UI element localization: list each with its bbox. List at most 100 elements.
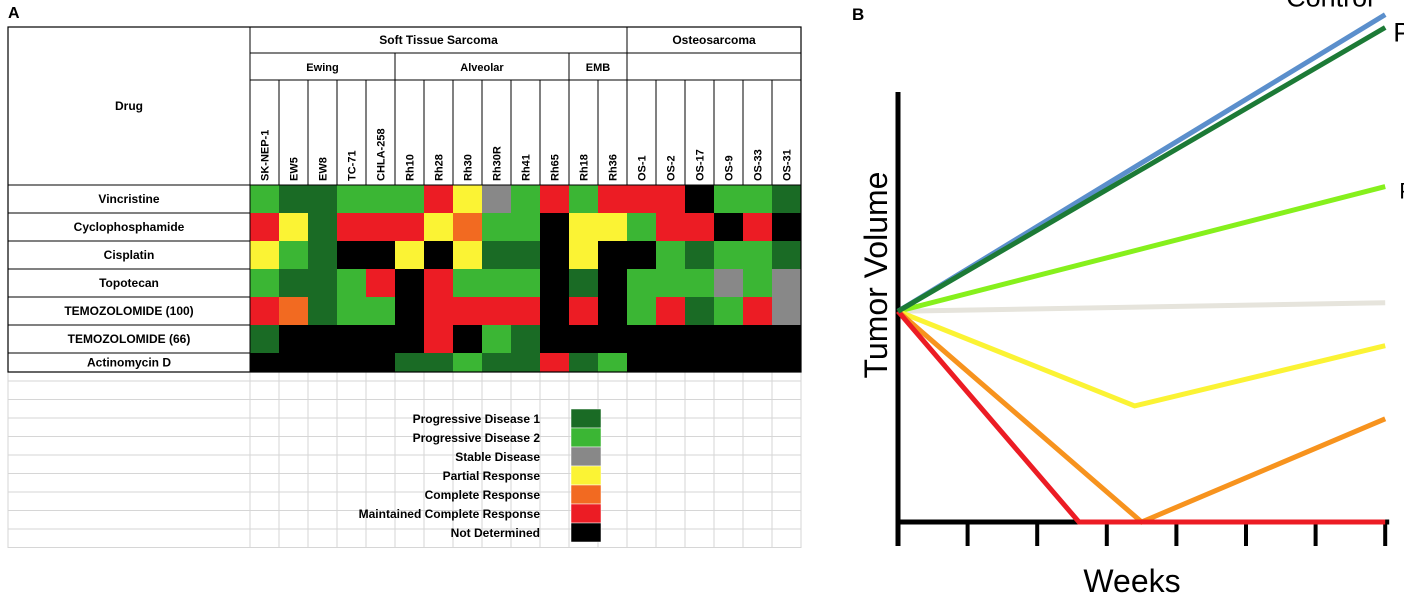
heatmap-cell-pd2 — [337, 297, 366, 325]
heatmap-cell-pr — [569, 241, 598, 269]
heatmap-cell-nd — [366, 353, 395, 372]
heatmap-cell-pd2 — [743, 185, 772, 213]
heatmap-cell-nd — [627, 353, 656, 372]
heatmap-cell-nd — [337, 241, 366, 269]
legend-swatch-pr — [570, 465, 602, 486]
column-label: Rh10 — [405, 154, 417, 181]
heatmap-cell-mcr — [424, 297, 453, 325]
heatmap-cell-mcr — [598, 185, 627, 213]
heatmap-cell-nd — [540, 269, 569, 297]
column-label: OS-1 — [637, 155, 649, 181]
legend-label: Progressive Disease 2 — [413, 431, 541, 445]
column-label: Rh18 — [579, 154, 591, 181]
heatmap-cell-pd2 — [337, 269, 366, 297]
heatmap-cell-mcr — [743, 213, 772, 241]
drug-label: TEMOZOLOMIDE (100) — [64, 304, 193, 318]
heatmap-cell-nd — [598, 241, 627, 269]
legend-swatch-sd — [570, 446, 602, 467]
drug-label: Topotecan — [99, 276, 159, 290]
series-line-pd1 — [896, 25, 1387, 314]
drug-label: Actinomycin D — [87, 356, 171, 370]
column-label: OS-33 — [753, 149, 765, 181]
heatmap-cell-pd2 — [482, 269, 511, 297]
heatmap-cell-pd2 — [250, 269, 279, 297]
heatmap-cell-pd1 — [308, 213, 337, 241]
drug-label: Cyclophosphamide — [74, 220, 185, 234]
heatmap-cell-mcr — [656, 297, 685, 325]
heatmap-cell-pd1 — [685, 241, 714, 269]
series-line-pd2 — [897, 184, 1386, 314]
column-label: OS-17 — [695, 149, 707, 181]
subgroup-header: EMB — [586, 62, 611, 74]
heatmap-cell-nd — [540, 297, 569, 325]
heatmap-cell-nd — [308, 353, 337, 372]
column-label: Rh30R — [492, 146, 504, 181]
column-label: OS-9 — [724, 155, 736, 181]
legend-swatch-cr — [570, 484, 602, 505]
table-labels: Soft Tissue Sarcoma Ewing Alveolar EMB Osteo… — [64, 33, 793, 370]
heatmap-cell-nd — [772, 213, 801, 241]
group-header: Osteosarcoma — [672, 33, 756, 47]
heatmap-cell-pd2 — [511, 269, 540, 297]
column-label: OS-2 — [666, 155, 678, 181]
legend-label: Stable Disease — [455, 450, 540, 464]
heatmap-cell-nd — [598, 325, 627, 353]
tumor-volume-panel: B ControlPD1PD2SDPRCRMCR Tumor Volume We… — [852, 0, 1404, 599]
heatmap-cell-pd1 — [772, 185, 801, 213]
heatmap-cell-pd2 — [743, 269, 772, 297]
column-label: Rh36 — [608, 154, 620, 181]
subgroup-header: Alveolar — [460, 62, 504, 74]
heatmap-cell-nd — [366, 325, 395, 353]
column-label: SK-NEP-1 — [260, 130, 272, 181]
heatmap-cell-mcr — [424, 185, 453, 213]
column-label: TC-71 — [347, 150, 359, 181]
heatmap-cell-pr — [598, 213, 627, 241]
legend-label: Not Determined — [451, 526, 540, 540]
heatmap-cell-nd — [743, 325, 772, 353]
heatmap-cell-pd1 — [308, 241, 337, 269]
heatmap-cell-pd1 — [511, 353, 540, 372]
heatmap-cell-nd — [337, 353, 366, 372]
heatmap-cell-nd — [308, 325, 337, 353]
heatmap-cell-sd — [772, 269, 801, 297]
heatmap-cell-mcr — [482, 297, 511, 325]
legend-swatch-mcr — [570, 503, 602, 524]
heatmap-cell-nd — [714, 325, 743, 353]
heatmap-cell-nd — [250, 353, 279, 372]
heatmap-cell-pd1 — [772, 241, 801, 269]
heatmap-cell-mcr — [424, 269, 453, 297]
legend-label: Complete Response — [425, 488, 541, 502]
drug-label: Vincristine — [98, 192, 159, 206]
heatmap-cell-nd — [540, 213, 569, 241]
series-label-pd2: PD2 — [1399, 179, 1404, 204]
heatmap-cell-nd — [772, 353, 801, 372]
series-line-sd — [897, 300, 1386, 314]
heatmap-cell-mcr — [540, 185, 569, 213]
heatmap-cell-pd2 — [511, 185, 540, 213]
drug-label: TEMOZOLOMIDE (66) — [68, 332, 191, 346]
heatmap-cell-pd2 — [656, 241, 685, 269]
heatmap-cell-sd — [482, 185, 511, 213]
heatmap-cell-mcr — [511, 297, 540, 325]
group-header: Soft Tissue Sarcoma — [379, 33, 498, 47]
heatmap-cell-pd2 — [656, 269, 685, 297]
heatmap-cell-pd2 — [366, 185, 395, 213]
heatmap-cell-cr — [279, 297, 308, 325]
heatmap-cell-pd2 — [714, 185, 743, 213]
heatmap-cell-nd — [279, 325, 308, 353]
heatmap-cell-pr — [279, 213, 308, 241]
heatmap-cell-pr — [453, 241, 482, 269]
column-label: EW5 — [289, 157, 301, 181]
table-outline — [7, 26, 802, 373]
heatmap-cell-pd1 — [250, 325, 279, 353]
heatmap-cell-sd — [772, 297, 801, 325]
heatmap-cell-nd — [627, 241, 656, 269]
series-labels: ControlPD1PD2SDPRCRMCR — [1286, 0, 1404, 204]
legend-label: Partial Response — [443, 469, 541, 483]
heatmap-cell-pd2 — [453, 353, 482, 372]
heatmap-cell-nd — [656, 353, 685, 372]
heatmap-cell-nd — [772, 325, 801, 353]
heatmap-cell-pd2 — [714, 297, 743, 325]
heatmap-cell-pd1 — [569, 269, 598, 297]
heatmap-cell-mcr — [569, 297, 598, 325]
